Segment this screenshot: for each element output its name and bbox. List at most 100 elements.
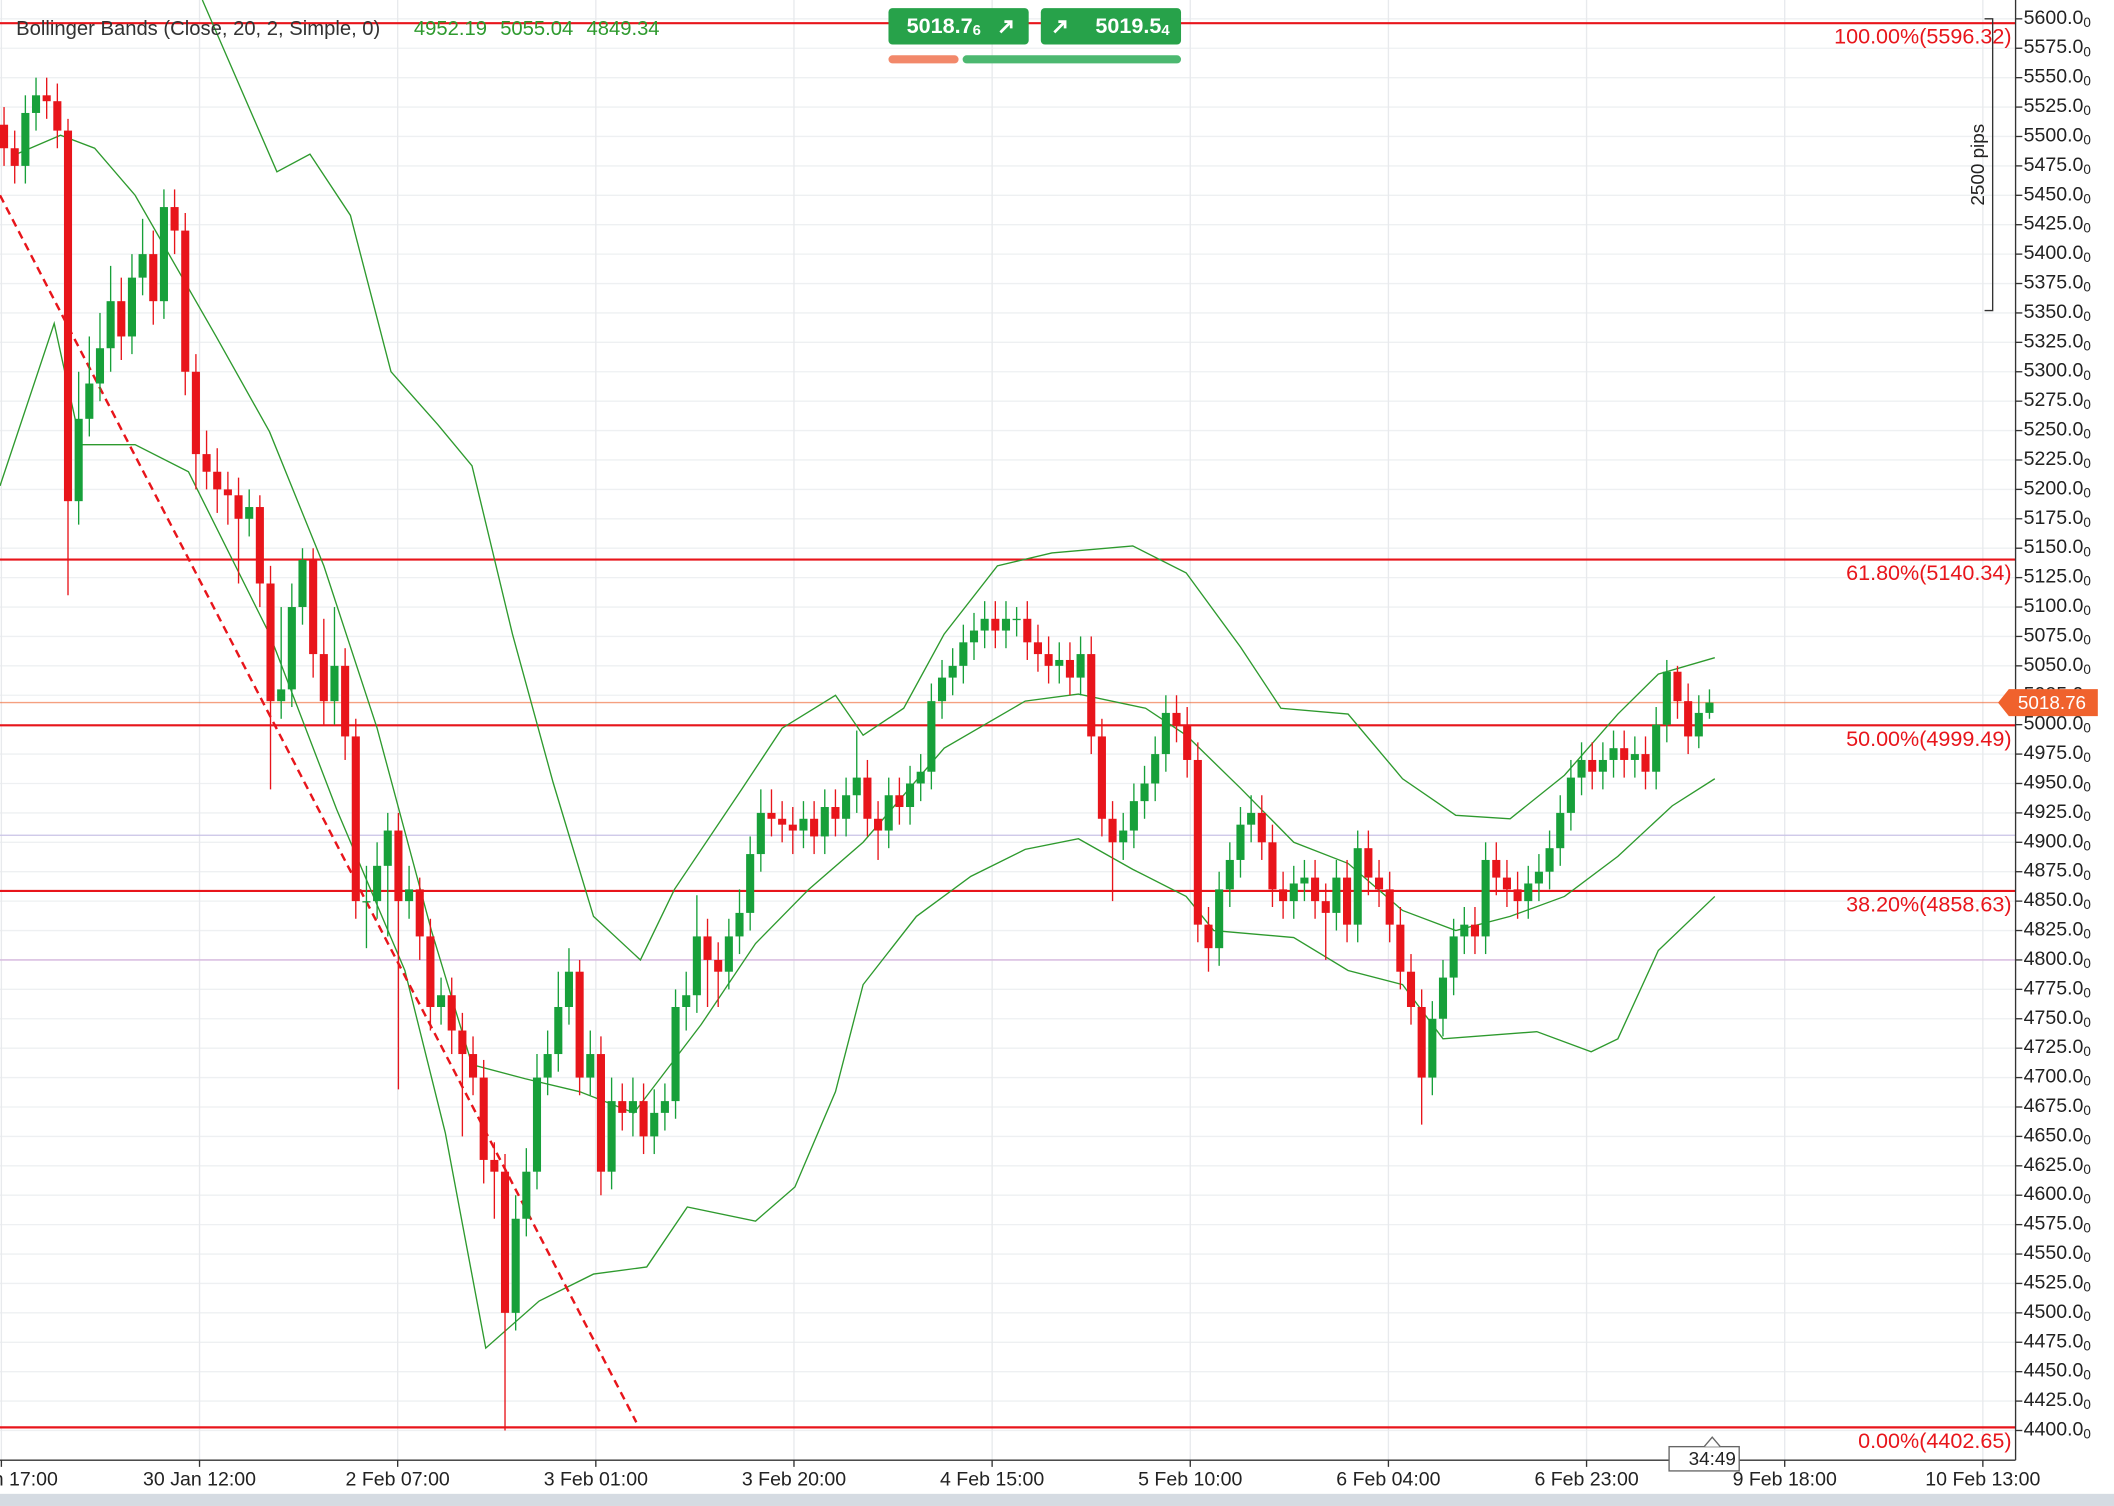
candle-body xyxy=(1108,818,1117,843)
y-tick-main: 5275.0 xyxy=(2024,389,2084,411)
y-tick-sub: 0 xyxy=(2083,838,2091,853)
candle-body xyxy=(309,559,318,655)
y-tick-label: 5200.00 xyxy=(2024,478,2091,500)
candle-body xyxy=(874,818,883,831)
candle-body xyxy=(1684,701,1693,737)
last-price-label: 5018.76 xyxy=(2018,692,2086,713)
candle-body xyxy=(1001,618,1011,631)
candle-body xyxy=(479,1077,488,1160)
y-tick-main: 5125.0 xyxy=(2024,566,2084,588)
y-tick-label: 5600.00 xyxy=(2024,7,2091,29)
overlay: Bollinger Bands (Close, 20, 2, Simple, 0… xyxy=(16,8,2098,1472)
candle-body xyxy=(10,148,19,166)
candle-body xyxy=(1353,848,1362,925)
y-tick-main: 5450.0 xyxy=(2024,183,2084,205)
y-tick-main: 5175.0 xyxy=(2024,507,2084,529)
y-tick-main: 4750.0 xyxy=(2024,1007,2084,1029)
timer-pointer xyxy=(1703,1436,1721,1448)
y-tick-sub: 0 xyxy=(2083,220,2091,235)
y-tick-label: 5100.00 xyxy=(2024,595,2091,617)
candle-body xyxy=(1460,924,1469,937)
y-tick-sub: 0 xyxy=(2083,1103,2091,1118)
candle-body xyxy=(543,1054,552,1078)
y-tick-label: 4950.00 xyxy=(2024,772,2091,794)
candle-body xyxy=(1247,812,1256,825)
candle-body xyxy=(1577,759,1586,778)
bid-button[interactable] xyxy=(888,8,1029,45)
y-tick-label: 4825.00 xyxy=(2024,919,2091,941)
x-tick-label: 4 Feb 15:00 xyxy=(940,1469,1044,1491)
candle-body xyxy=(991,618,1000,631)
candle-body xyxy=(1662,671,1671,725)
candle-body xyxy=(1076,654,1085,678)
candle-body xyxy=(532,1077,542,1172)
y-tick-main: 5325.0 xyxy=(2024,331,2084,353)
candle-body xyxy=(1161,712,1170,755)
y-tick-main: 4550.0 xyxy=(2024,1242,2084,1264)
candle-body xyxy=(426,936,435,1007)
candle-body xyxy=(85,383,94,419)
y-tick-main: 4700.0 xyxy=(2024,1066,2084,1088)
candle-body xyxy=(1524,883,1533,902)
y-tick-label: 4700.00 xyxy=(2024,1066,2091,1088)
axes: 4400.004425.004450.004475.004500.004525.… xyxy=(0,0,2091,1491)
y-tick-label: 5550.00 xyxy=(2024,66,2091,88)
y-tick-main: 4675.0 xyxy=(2024,1095,2084,1117)
ask-button[interactable] xyxy=(1040,8,1182,45)
y-tick-main: 4650.0 xyxy=(2024,1125,2084,1147)
y-tick-label: 5050.00 xyxy=(2024,654,2091,676)
y-tick-label: 4450.00 xyxy=(2024,1360,2091,1382)
candle-body xyxy=(1556,812,1565,849)
y-tick-main: 5250.0 xyxy=(2024,419,2084,441)
y-tick-label: 5225.00 xyxy=(2024,448,2091,470)
candle-body xyxy=(127,277,137,337)
x-tick-label: 3 Feb 20:00 xyxy=(742,1469,846,1491)
candle-body xyxy=(554,1006,563,1055)
timer-box xyxy=(1668,1445,1740,1472)
candle-body xyxy=(1300,877,1309,884)
candle-body xyxy=(1087,654,1096,737)
candle-body xyxy=(1097,736,1106,819)
y-tick-label: 5250.00 xyxy=(2024,419,2091,441)
candle-body xyxy=(1172,712,1181,725)
candle-body xyxy=(660,1101,669,1113)
y-tick-main: 5150.0 xyxy=(2024,536,2084,558)
indicator-value: 4952.19 xyxy=(414,18,487,40)
bid-sub: 6 xyxy=(973,23,981,39)
y-tick-main: 4425.0 xyxy=(2024,1389,2084,1411)
x-tick-label: 9 Feb 18:00 xyxy=(1733,1469,1837,1491)
y-tick-main: 5100.0 xyxy=(2024,595,2084,617)
bollinger-band xyxy=(13,134,1716,1114)
candle-body xyxy=(1609,748,1618,760)
x-tick-label: 10 Feb 13:00 xyxy=(1925,1469,2040,1491)
candle-body xyxy=(1513,889,1522,902)
y-tick-label: 4925.00 xyxy=(2024,801,2091,823)
candle-body xyxy=(714,959,723,972)
y-tick-sub: 0 xyxy=(2083,338,2091,353)
candle-body xyxy=(181,230,190,372)
candle-body xyxy=(0,124,9,149)
candle-body xyxy=(1492,859,1501,878)
y-tick-main: 4600.0 xyxy=(2024,1183,2084,1205)
y-tick-sub: 0 xyxy=(2083,897,2091,912)
candle-body xyxy=(1385,889,1394,925)
candle-body xyxy=(1396,924,1405,972)
candle-body xyxy=(1268,842,1277,890)
candle-body xyxy=(703,936,712,960)
y-tick-sub: 0 xyxy=(2083,544,2091,559)
candle-body xyxy=(1588,759,1597,772)
x-tick-label: 5 Feb 10:00 xyxy=(1138,1469,1242,1491)
candle-body xyxy=(1428,1018,1437,1078)
candle-body xyxy=(170,207,179,231)
candle-body xyxy=(1311,877,1320,902)
y-tick-sub: 0 xyxy=(2083,73,2091,88)
candle-body xyxy=(1151,754,1160,784)
y-tick-main: 5200.0 xyxy=(2024,478,2084,500)
candle-body xyxy=(778,818,787,825)
candle-body xyxy=(1417,1006,1426,1078)
y-tick-main: 5225.0 xyxy=(2024,448,2084,470)
candle-body xyxy=(1630,754,1639,760)
y-tick-sub: 0 xyxy=(2083,661,2091,676)
y-tick-sub: 0 xyxy=(2083,1014,2091,1029)
candle-body xyxy=(1374,877,1384,890)
